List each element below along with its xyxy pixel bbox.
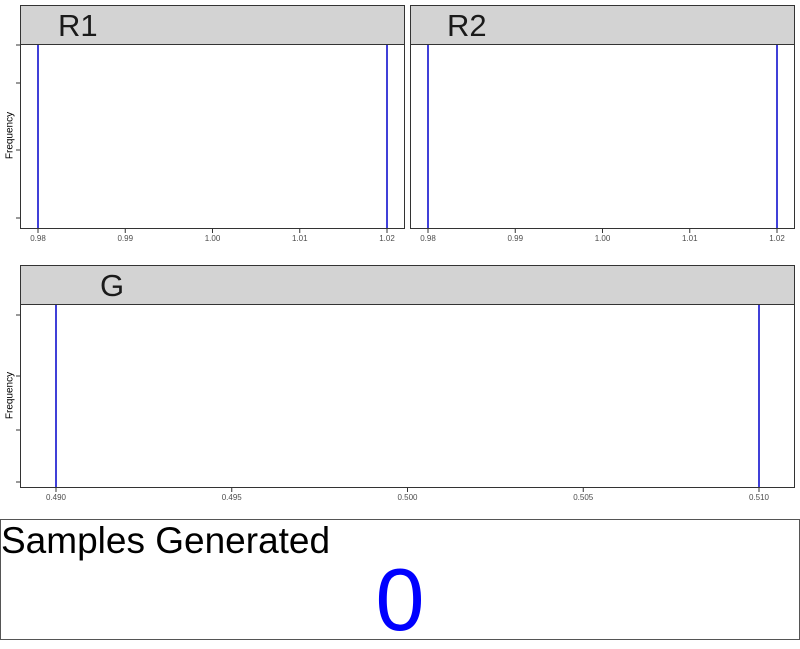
samples-title: Samples Generated (1, 520, 331, 561)
plot-area-g (20, 304, 795, 488)
x-tick-label-g-4: 0.510 (749, 493, 770, 502)
x-tick-label-r2-3: 1.01 (682, 234, 698, 243)
x-tick-label-r1-0: 0.98 (30, 234, 46, 243)
x-tick-label-r2-1: 0.99 (507, 234, 523, 243)
x-tick-label-r2-4: 1.02 (769, 234, 785, 243)
samples-count: 0 (375, 550, 425, 649)
plot-area-r1 (20, 44, 405, 229)
plot-area-r2 (410, 44, 795, 229)
x-tick-label-g-2: 0.500 (397, 493, 418, 502)
facet-label-g: G (100, 268, 125, 303)
facet-strip-r1 (20, 5, 405, 45)
facet-strip-g (20, 265, 795, 305)
x-tick-label-r1-3: 1.01 (292, 234, 308, 243)
chart-overlay: 0.98 0.99 1.00 1.01 1.02 0.98 0.99 1.00 1.01 1.02… (16, 44, 785, 502)
x-tick-label-r1-4: 1.02 (379, 234, 395, 243)
x-tick-label-g-1: 0.495 (222, 493, 243, 502)
facet-strip-r2 (410, 5, 795, 45)
facet-label-r1: R1 (58, 8, 98, 43)
x-tick-label-g-0: 0.490 (46, 493, 67, 502)
samples-box (0, 519, 800, 640)
x-tick-label-r2-0: 0.98 (420, 234, 436, 243)
x-tick-label-r1-2: 1.00 (205, 234, 221, 243)
x-tick-label-g-3: 0.505 (573, 493, 594, 502)
x-tick-label-r2-2: 1.00 (595, 234, 611, 243)
facet-label-r2: R2 (447, 8, 487, 43)
x-tick-label-r1-1: 0.99 (117, 234, 133, 243)
